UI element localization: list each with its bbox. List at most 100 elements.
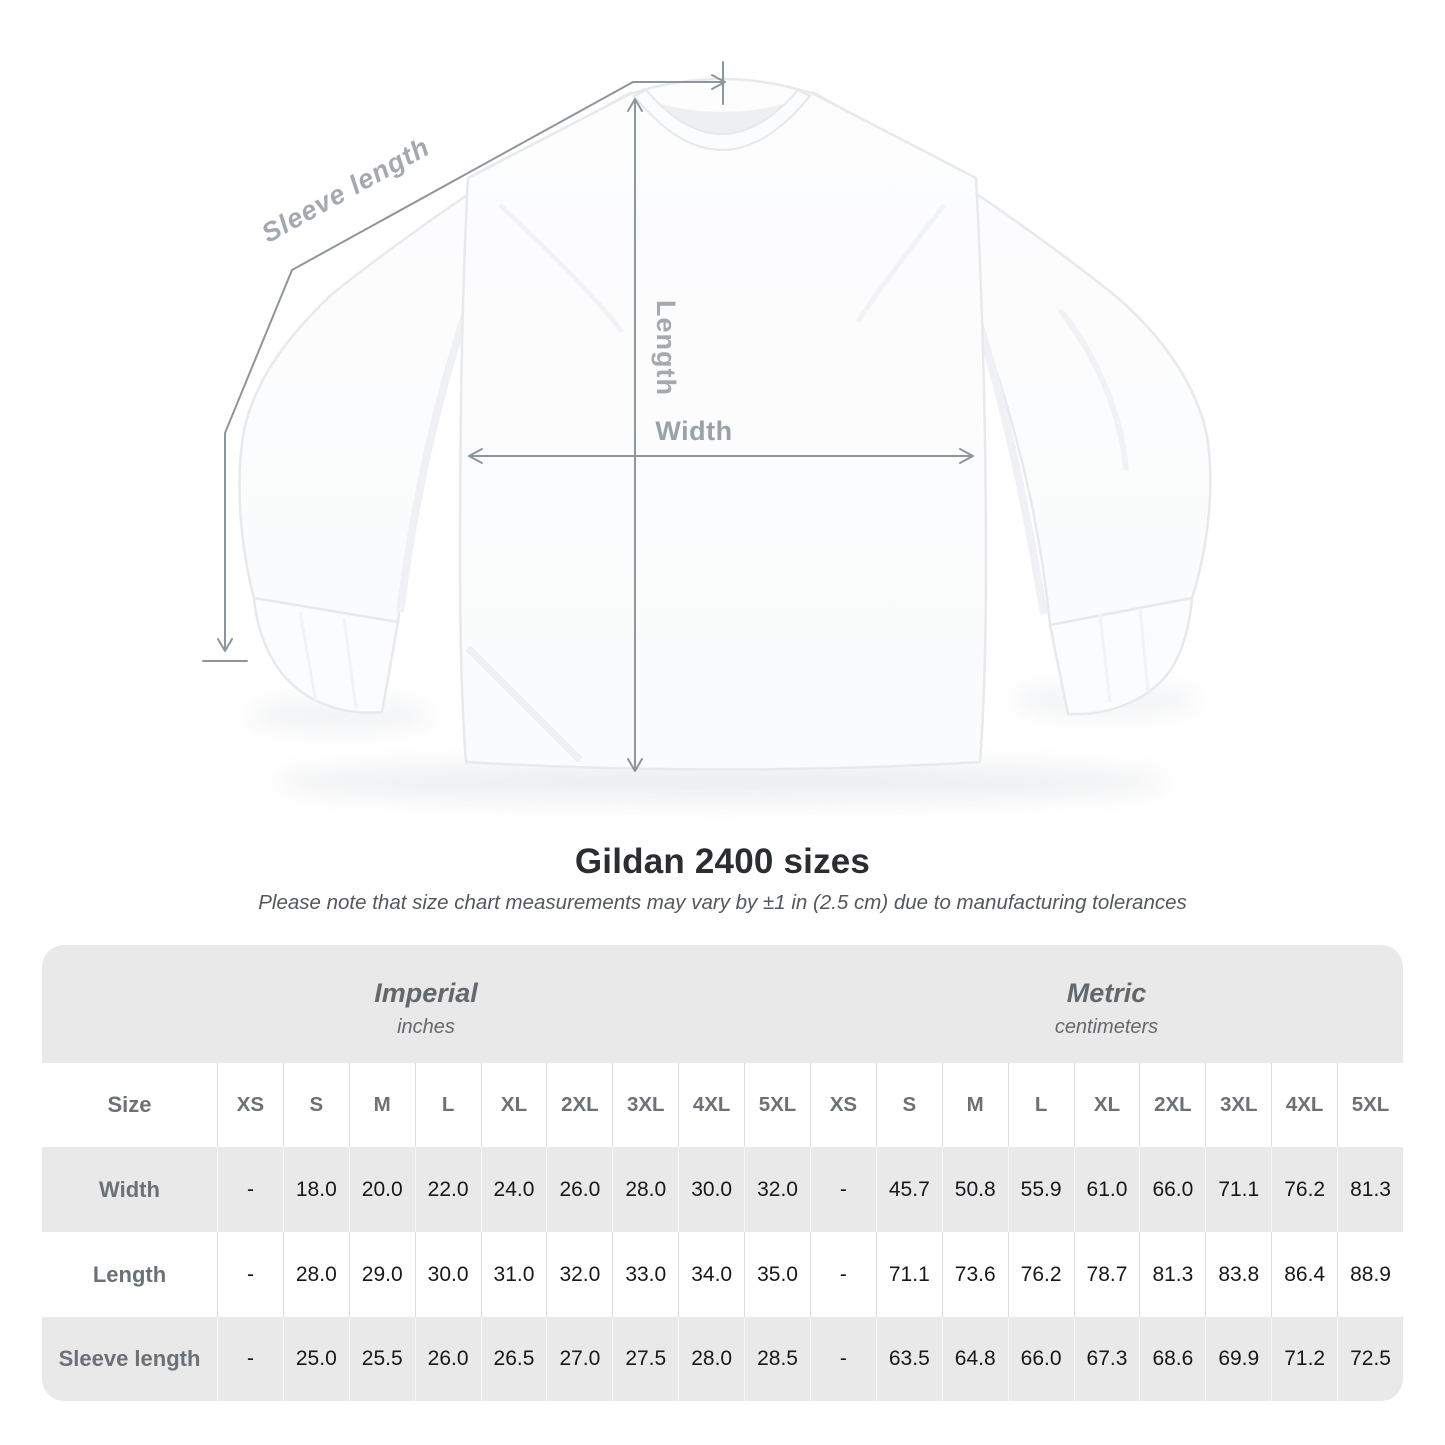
value-cell: 71.1 [875,1232,942,1317]
size-chart-heading: Gildan 2400 sizes Please note that size … [0,842,1445,915]
value-cell: 71.2 [1271,1317,1337,1401]
shirt-left-cuff [252,596,400,714]
value-cell: 30.0 [414,1232,481,1317]
size-col-header: 2XL [546,1063,612,1147]
value-cell: 18.0 [282,1147,349,1232]
unit-sub: centimeters [1054,1015,1159,1038]
row-label: Width [99,1176,160,1202]
value-cell: 25.5 [348,1317,415,1401]
size-col-header: S [282,1063,349,1147]
size-col-header: 5XL [744,1063,810,1147]
size-guide-figure: Sleeve length Length Width [202,61,1212,802]
value-cell: 64.8 [941,1317,1008,1401]
value-cell: 27.0 [546,1317,612,1401]
unit-name: Metric [1066,977,1147,1008]
width-arrow-right-icon [959,448,974,464]
width-label: Width [655,416,732,446]
value-cell: - [809,1317,876,1401]
value-cell: - [809,1147,876,1232]
row-label: Length [92,1261,167,1287]
value-cell: 32.0 [744,1147,810,1232]
width-row: Width - 18.0 20.0 22.0 24.0 26.0 28.0 30… [42,1147,1403,1232]
value-cell: 73.6 [941,1232,1008,1317]
value-cell: 50.8 [941,1147,1008,1232]
unit-group-imperial: Imperial inches [42,945,810,1063]
value-cell: 66.0 [1139,1147,1205,1232]
shirt-diagram: Sleeve length Length Width [202,61,1212,802]
value-cell: 26.0 [546,1147,612,1232]
size-col-header: XL [480,1063,547,1147]
value-cell: 69.9 [1205,1317,1271,1401]
value-cell: 28.5 [744,1317,810,1401]
value-cell: 26.5 [480,1317,547,1401]
value-cell: 76.2 [1007,1232,1074,1317]
length-arrow-down-icon [627,758,643,772]
value-cell: 34.0 [678,1232,744,1317]
value-cell: 76.2 [1271,1147,1337,1232]
value-cell: 35.0 [744,1232,810,1317]
unit-sub: inches [397,1015,455,1038]
shirt-left-sleeve [238,90,633,714]
shirt-right-sleeve [811,90,1212,716]
value-cell: 81.3 [1139,1232,1205,1317]
unit-name: Imperial [374,977,478,1008]
value-cell: 31.0 [480,1232,547,1317]
unit-header-row: Imperial inches Metric centimeters [42,945,1403,1063]
value-cell: 33.0 [612,1232,678,1317]
size-col-header: XS [809,1063,876,1147]
size-corner-label: Size [107,1092,152,1117]
length-arrow-up-icon [627,98,643,112]
length-row: Length - 28.0 29.0 30.0 31.0 32.0 33.0 3… [42,1232,1403,1317]
value-cell: 55.9 [1007,1147,1074,1232]
sleeve-length-arrow-down-icon [217,638,233,652]
shirt-body [458,77,988,771]
value-cell: 29.0 [348,1232,415,1317]
value-cell: 30.0 [678,1147,744,1232]
value-cell: 28.0 [612,1147,678,1232]
value-cell: 61.0 [1073,1147,1140,1232]
size-col-header: 4XL [678,1063,744,1147]
value-cell: 78.7 [1073,1232,1140,1317]
value-cell: - [809,1232,876,1317]
value-cell: 45.7 [875,1147,942,1232]
value-cell: 25.0 [282,1317,349,1401]
value-cell: - [217,1317,283,1401]
value-cell: - [217,1147,283,1232]
value-cell: 72.5 [1337,1317,1403,1401]
size-col-header: 3XL [1205,1063,1271,1147]
length-label: Length [651,300,681,396]
value-cell: 26.0 [414,1317,481,1401]
size-col-header: 2XL [1139,1063,1205,1147]
size-col-header: 4XL [1271,1063,1337,1147]
sleeve-length-measure-line [224,81,725,651]
value-cell: 68.6 [1139,1317,1205,1401]
value-cell: 27.5 [612,1317,678,1401]
size-col-header: 3XL [612,1063,678,1147]
size-col-header: 5XL [1337,1063,1403,1147]
value-cell: 81.3 [1337,1147,1403,1232]
tolerance-note: Please note that size chart measurements… [258,891,1187,914]
size-col-header: L [1007,1063,1074,1147]
sleeve-length-row: Sleeve length - 25.0 25.5 26.0 26.5 27.0… [42,1317,1403,1401]
value-cell: 20.0 [348,1147,415,1232]
shirt-collar [632,88,812,151]
unit-group-metric: Metric centimeters [810,945,1403,1063]
shirt-right-cuff [1048,596,1194,716]
value-cell: 88.9 [1337,1232,1403,1317]
size-col-header: M [941,1063,1008,1147]
sleeve-length-arrow-right-icon [711,74,726,90]
value-cell: 86.4 [1271,1232,1337,1317]
value-cell: 71.1 [1205,1147,1271,1232]
size-col-header: L [414,1063,481,1147]
size-table: Imperial inches Metric centimeters Size … [42,945,1403,1401]
shirt-shadow [245,684,1200,802]
value-cell: 24.0 [480,1147,547,1232]
value-cell: 63.5 [875,1317,942,1401]
value-cell: 67.3 [1073,1317,1140,1401]
value-cell: 32.0 [546,1232,612,1317]
value-cell: 22.0 [414,1147,481,1232]
value-cell: - [217,1232,283,1317]
size-col-header: XL [1073,1063,1140,1147]
sleeve-length-label: Sleeve length [257,132,435,249]
size-col-header: XS [217,1063,283,1147]
